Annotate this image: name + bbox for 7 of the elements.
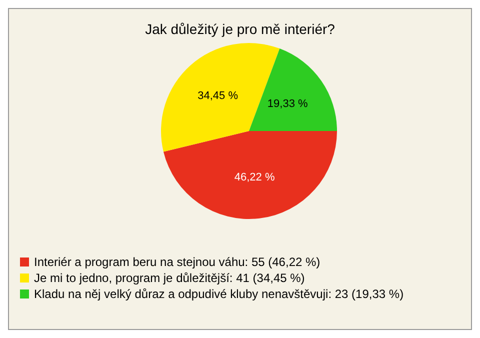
data-label: 34,45 % xyxy=(198,90,238,102)
legend-label: Interiér a program beru na stejnou váhu: 55 (46,22 %) xyxy=(34,255,320,269)
legend-label: Kladu na něj velký důraz a odpudivé kluby nenavštěvuji: 23 (19,33 %) xyxy=(34,287,404,301)
chart-title: Jak důležitý je pro mě interiér? xyxy=(145,21,336,37)
legend-label: Je mi to jedno, program je důležitější: 41 (34,45 %) xyxy=(34,271,305,285)
data-label: 46,22 % xyxy=(234,172,275,184)
data-label: 19,33 % xyxy=(267,98,308,110)
